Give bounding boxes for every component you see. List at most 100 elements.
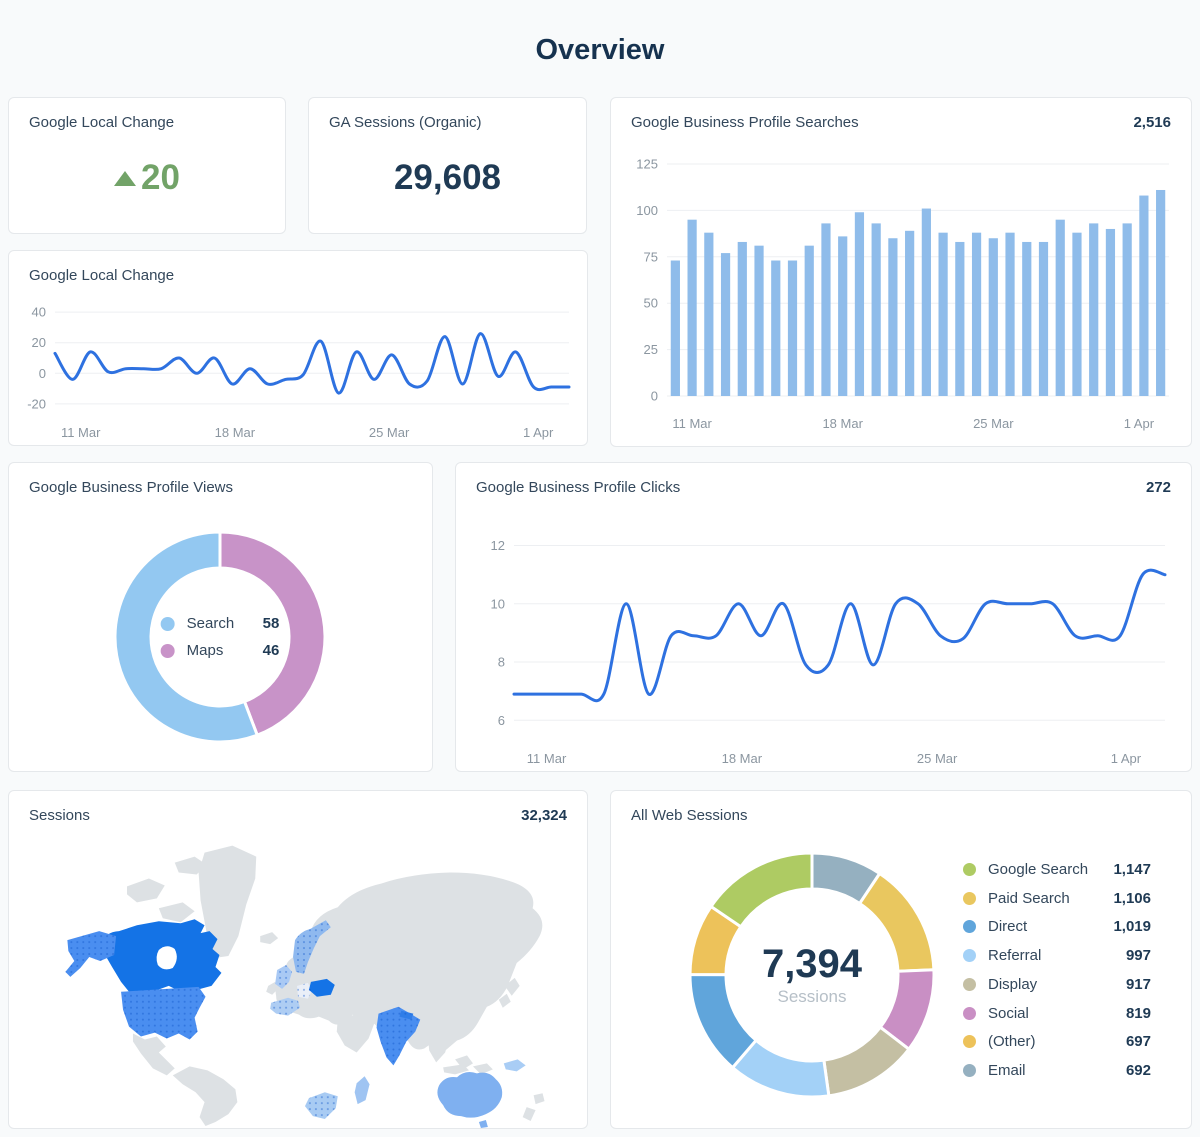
clicks-total: 272 — [1145, 479, 1171, 496]
map-papua-new-guinea[interactable] — [503, 1059, 526, 1072]
legend-item: Direct 1,019 — [963, 918, 1151, 935]
svg-text:18 Mar: 18 Mar — [722, 751, 763, 766]
map-borneo — [455, 1055, 473, 1070]
legend-value: 46 — [262, 642, 280, 659]
legend-item-search: Search 58 — [160, 615, 280, 632]
svg-text:25 Mar: 25 Mar — [917, 751, 958, 766]
map-tasmania — [478, 1120, 488, 1128]
local-change-line-chart[interactable]: -20 0 20 40 11 Mar 18 Mar 25 Mar 1 Apr — [9, 287, 587, 443]
map-indonesia — [472, 1063, 493, 1075]
map-arabia — [336, 1012, 375, 1053]
all-web-legend: Google Search 1,147 Paid Search 1,106 Di… — [963, 861, 1151, 1079]
map-alaska-dots — [65, 931, 117, 977]
card-title: GA Sessions (Organic) — [329, 114, 482, 131]
card-title: Google Business Profile Views — [29, 479, 233, 496]
legend-value: 58 — [262, 615, 280, 632]
svg-text:100: 100 — [636, 203, 658, 218]
legend-label: Email — [988, 1061, 1026, 1079]
map-india-dots — [376, 1006, 421, 1066]
svg-text:8: 8 — [498, 655, 505, 670]
map-germany-dots — [297, 982, 312, 999]
legend-value: 1,106 — [1113, 889, 1151, 907]
sessions-world-map[interactable] — [9, 791, 587, 1128]
map-arctic-island — [174, 856, 207, 875]
map-iceland — [260, 932, 279, 945]
card-title: Google Local Change — [29, 114, 175, 131]
card-title: Sessions — [29, 807, 90, 824]
legend-item: Google Search 1,147 — [963, 861, 1151, 878]
other-dot-icon — [963, 1035, 976, 1049]
map-ireland — [266, 981, 279, 995]
profile-clicks-line-chart[interactable]: 6 8 10 12 11 Mar 18 Mar 25 Mar 1 Apr — [456, 507, 1191, 769]
legend-item-maps: Maps 46 — [160, 642, 280, 659]
legend-label: Search — [186, 615, 235, 632]
social-dot-icon — [963, 1006, 976, 1020]
card-ga-sessions: GA Sessions (Organic) 29,608 — [308, 97, 587, 234]
svg-text:1 Apr: 1 Apr — [1111, 751, 1142, 766]
svg-text:18 Mar: 18 Mar — [215, 425, 256, 440]
card-sessions-map: Sessions 32,324 — [8, 790, 588, 1129]
legend-item: Social 819 — [963, 1005, 1151, 1022]
svg-text:18 Mar: 18 Mar — [822, 416, 863, 431]
map-hudson-bay — [156, 946, 177, 970]
card-title: Google Business Profile Clicks — [476, 479, 681, 496]
profile-views-donut-chart[interactable] — [9, 463, 432, 771]
paid-search-dot-icon — [963, 891, 976, 905]
svg-text:25: 25 — [644, 342, 658, 357]
svg-text:-20: -20 — [27, 396, 46, 411]
svg-text:20: 20 — [32, 335, 46, 350]
legend-item: Display 917 — [963, 976, 1151, 993]
svg-text:25 Mar: 25 Mar — [369, 425, 410, 440]
card-all-web-sessions: All Web Sessions 7,394 Sessions Google S… — [610, 790, 1192, 1129]
svg-text:1 Apr: 1 Apr — [1124, 416, 1155, 431]
legend-label: Google Search — [988, 861, 1089, 878]
legend-value: 917 — [1125, 975, 1151, 993]
page-title: Overview — [535, 34, 665, 66]
legend-label: Referral — [988, 947, 1042, 965]
profile-searches-bar-chart[interactable]: 0 25 50 75 100 125 11 Mar 18 Mar 25 Mar 1 Apr — [621, 142, 1183, 434]
direct-dot-icon — [963, 920, 976, 934]
svg-text:25 Mar: 25 Mar — [973, 416, 1014, 431]
display-dot-icon — [963, 977, 976, 991]
map-se-asia — [427, 1024, 450, 1063]
views-donut-legend: Search 58 Maps 46 — [160, 615, 280, 659]
map-japan — [498, 993, 511, 1008]
map-south-america — [172, 1066, 238, 1127]
legend-item: (Other) 697 — [963, 1033, 1151, 1050]
svg-text:12: 12 — [491, 538, 505, 553]
referral-dot-icon — [963, 949, 976, 963]
card-google-local-change-stat: Google Local Change 20 — [8, 97, 286, 234]
map-eurasia — [275, 872, 543, 1052]
svg-text:6: 6 — [498, 713, 505, 728]
svg-text:10: 10 — [491, 596, 505, 611]
legend-label: (Other) — [988, 1033, 1036, 1051]
map-arctic-island — [158, 902, 195, 923]
map-new-zealand — [522, 1107, 536, 1122]
map-arctic-island — [214, 880, 235, 897]
svg-text:0: 0 — [39, 366, 46, 381]
legend-value: 697 — [1125, 1033, 1151, 1051]
svg-text:0: 0 — [651, 389, 658, 404]
local-change-value: 20 — [141, 158, 180, 197]
map-new-zealand — [533, 1093, 545, 1105]
legend-label: Direct — [988, 918, 1028, 936]
legend-value: 819 — [1125, 1004, 1151, 1022]
card-local-change-trend: Google Local Change -20 0 20 40 11 Mar 18 Mar… — [8, 250, 588, 446]
map-australia[interactable] — [437, 1071, 503, 1118]
ga-sessions-value: 29,608 — [393, 158, 502, 197]
map-japan — [504, 977, 520, 996]
legend-label: Social — [988, 1004, 1029, 1022]
card-title: Google Local Change — [29, 267, 175, 284]
up-arrow-icon — [114, 171, 137, 186]
legend-label: Display — [988, 975, 1038, 993]
svg-text:11 Mar: 11 Mar — [61, 425, 101, 440]
card-profile-views: Google Business Profile Views Search 58 … — [8, 462, 433, 772]
map-madagascar[interactable] — [354, 1076, 370, 1105]
card-profile-clicks: Google Business Profile Clicks 272 6 8 10 1… — [455, 462, 1192, 772]
legend-label: Maps — [186, 642, 224, 659]
map-poland[interactable] — [308, 978, 335, 997]
map-greenland — [198, 845, 257, 959]
google-search-dot-icon — [963, 863, 976, 876]
legend-item: Paid Search 1,106 — [963, 890, 1151, 907]
all-web-sessions-donut-chart[interactable] — [611, 791, 1191, 1128]
